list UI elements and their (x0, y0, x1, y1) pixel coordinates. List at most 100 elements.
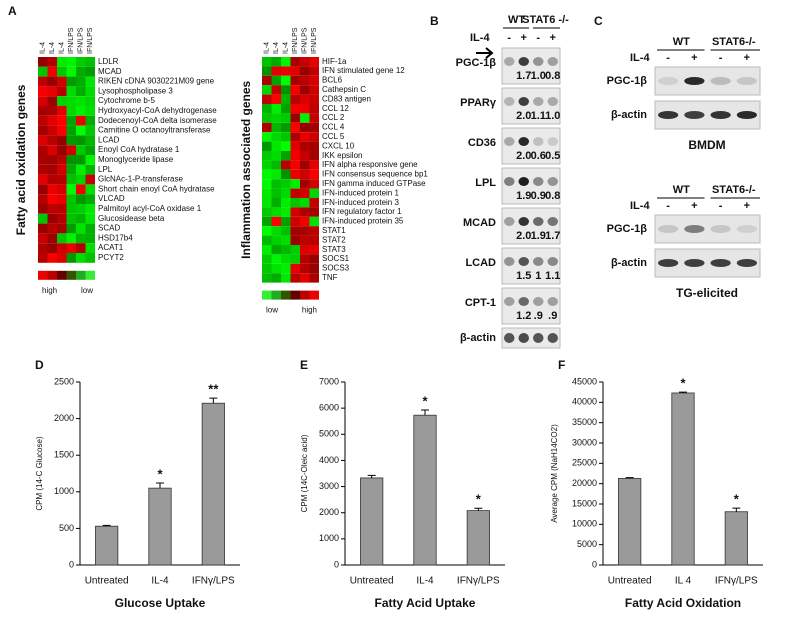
heatmap-cell (300, 207, 310, 217)
heatmap-cell (309, 169, 319, 180)
heatmap-cell (38, 164, 48, 175)
heatmap-cell (281, 113, 291, 123)
gene-label: CXCL 10 (322, 141, 355, 150)
fold-change: 1.9 (531, 230, 546, 242)
sign-label: - (666, 200, 670, 212)
heatmap-cell (271, 66, 281, 76)
heatmap-cell (309, 160, 319, 170)
panel-label: E (300, 358, 308, 372)
significance: ** (208, 382, 219, 397)
heatmap-cell (300, 141, 310, 151)
heatmap-cell (57, 204, 67, 214)
gene-label: Monoglyceride lipase (98, 155, 174, 164)
heatmap-cell (300, 75, 310, 86)
heatmap-cell (76, 204, 86, 214)
caption: BMDM (688, 138, 725, 152)
heatmap-cell (281, 122, 291, 133)
y-tick-label: 10000 (572, 519, 597, 529)
heatmap-cell (262, 263, 272, 274)
band (518, 137, 529, 146)
error-bar (156, 482, 164, 489)
row-label: LPL (475, 177, 496, 189)
fold-change: 0.6 (531, 150, 546, 162)
band (710, 225, 731, 233)
heatmap-cell (85, 57, 95, 67)
band (504, 257, 515, 266)
bar (95, 525, 119, 566)
legend-swatch (76, 270, 86, 280)
column-label: IL-4 (49, 42, 56, 54)
error-bar (679, 391, 687, 393)
column-label: IL-4 (264, 42, 271, 54)
gene-label: SOCS1 (322, 254, 350, 263)
y-tick-label: 1000 (319, 533, 339, 543)
sign-label: + (744, 200, 750, 212)
heatmap-cell (76, 125, 86, 136)
row-label: PGC-1β (456, 57, 497, 69)
x-tick-label: IFNγ/LPS (457, 576, 500, 587)
heatmap-cell (262, 179, 272, 189)
heatmap-cell (47, 204, 57, 214)
heatmap-cell (281, 94, 291, 104)
heatmap-cell (271, 169, 281, 180)
heatmap-cell (47, 174, 57, 185)
panel-label: A (8, 4, 17, 18)
heatmap-cell (281, 104, 291, 114)
gene-label: IFN gamma induced GTPase (322, 179, 426, 188)
heatmap-cell (281, 169, 291, 180)
heatmap-cell (271, 132, 281, 142)
y-tick-label: 2000 (54, 413, 74, 423)
heatmap-cell (38, 76, 48, 87)
legend-label: low (266, 306, 278, 315)
heatmap-cell (262, 132, 272, 142)
y-tick-label: 15000 (572, 498, 597, 508)
gene-label: Cytochrome b-5 (98, 96, 155, 105)
heatmap-cell (85, 96, 95, 106)
heatmap-cell (262, 198, 272, 208)
panel-label: C (594, 14, 603, 28)
heatmap-cell (57, 86, 67, 97)
heatmap-cell (57, 66, 67, 77)
heatmap-cell (309, 198, 319, 208)
heatmap-cell (262, 57, 272, 67)
heatmap-cell (85, 184, 95, 195)
heatmap-cell (262, 85, 272, 95)
heatmap-cell (290, 263, 300, 274)
heatmap-cell (76, 86, 86, 97)
band (518, 257, 529, 266)
heatmap-cell (38, 223, 48, 234)
y-tick-label: 30000 (572, 437, 597, 447)
heatmap-cell (281, 151, 291, 161)
heatmap-cell (76, 106, 86, 116)
heatmap-cell (38, 184, 48, 195)
heatmap-cell (38, 145, 48, 155)
band (684, 225, 705, 233)
heatmap-cell (57, 115, 67, 126)
x-tick-label: IFNγ/LPS (715, 576, 758, 587)
band (533, 333, 544, 343)
gene-label: LPL (98, 165, 113, 174)
blot-image (501, 47, 561, 85)
heatmap-cell (38, 204, 48, 214)
heatmap-cell (66, 96, 76, 106)
heatmap-cell (262, 141, 272, 151)
band (658, 259, 679, 267)
treatment-label: IL-4 (470, 32, 490, 44)
error-bar (102, 524, 111, 527)
heatmap-cell (66, 106, 76, 116)
heatmap-cell (57, 57, 67, 67)
blot-image (501, 247, 561, 285)
band (658, 225, 679, 233)
heatmap-cell (76, 155, 86, 165)
heatmap-cell (47, 233, 57, 244)
column-label: IL-4 (40, 42, 47, 54)
blot-image (654, 66, 761, 96)
significance: * (476, 492, 482, 507)
band (736, 111, 757, 119)
column-label: IFN/LPS (68, 27, 75, 54)
heatmap-cell (47, 86, 57, 97)
fold-change: 0.8 (545, 70, 560, 82)
heatmap-cell (85, 164, 95, 175)
fold-change: 0.8 (545, 190, 560, 202)
heatmap-cell (300, 226, 310, 236)
